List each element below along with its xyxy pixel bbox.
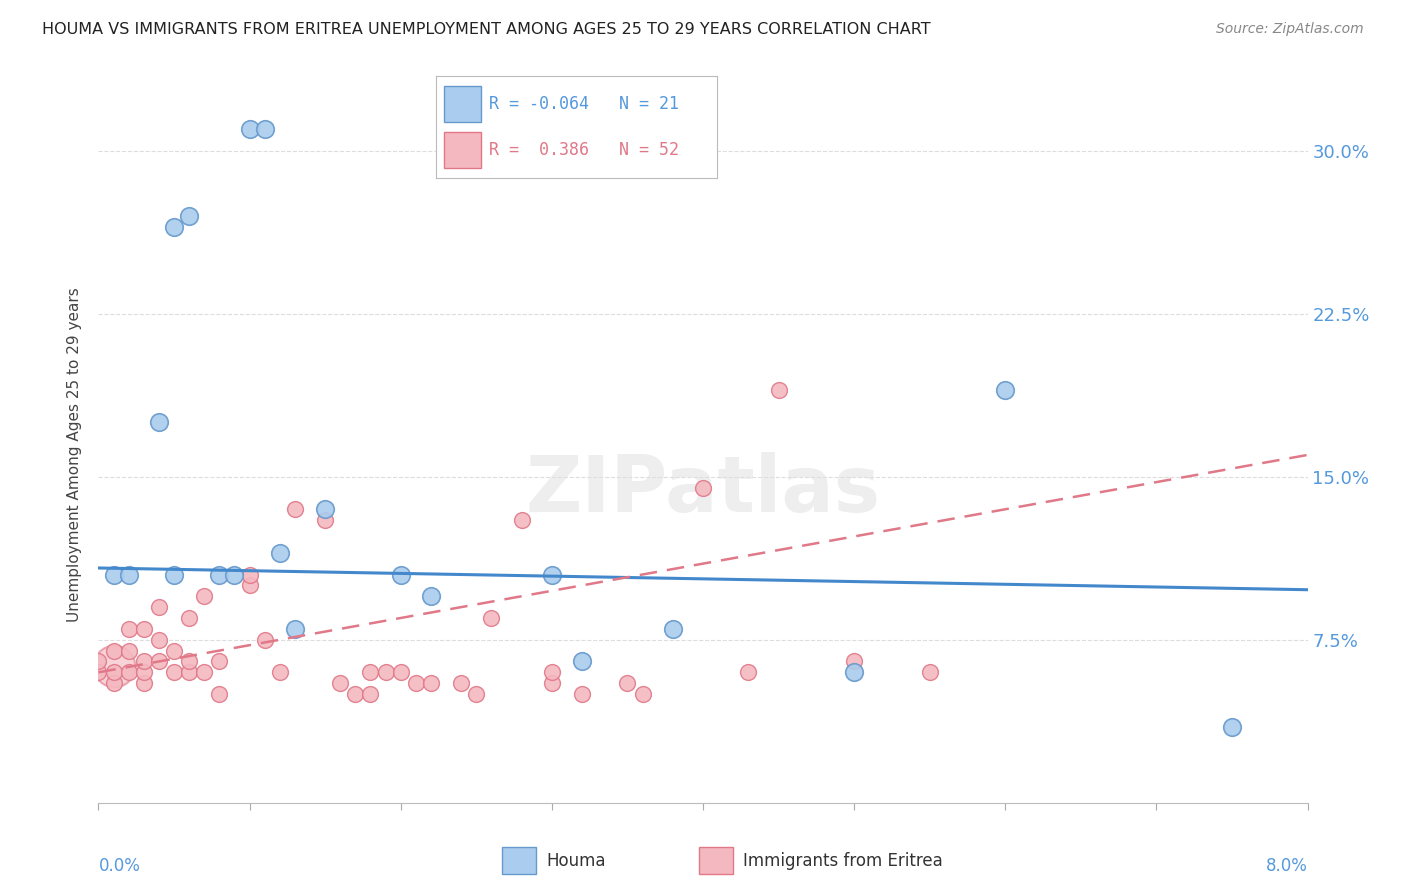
Point — [344, 687, 367, 701]
Point — [253, 632, 276, 647]
Bar — [502, 847, 536, 874]
Point — [239, 121, 262, 136]
Point — [314, 502, 336, 516]
Y-axis label: Unemployment Among Ages 25 to 29 years: Unemployment Among Ages 25 to 29 years — [67, 287, 83, 623]
Point — [918, 665, 941, 680]
Point — [389, 567, 412, 582]
Point — [103, 665, 125, 680]
Point — [541, 665, 564, 680]
Point — [571, 655, 593, 669]
Point — [148, 632, 170, 647]
Point — [163, 219, 186, 234]
Point — [405, 676, 427, 690]
Text: ZIPatlas: ZIPatlas — [526, 451, 880, 528]
Point — [163, 643, 186, 657]
Point — [269, 665, 291, 680]
Point — [616, 676, 638, 690]
Point — [163, 567, 186, 582]
Point — [179, 611, 201, 625]
Text: R = -0.064   N = 21: R = -0.064 N = 21 — [489, 95, 679, 112]
Point — [118, 643, 141, 657]
Point — [450, 676, 472, 690]
Point — [103, 567, 125, 582]
Point — [132, 655, 155, 669]
Text: Source: ZipAtlas.com: Source: ZipAtlas.com — [1216, 22, 1364, 37]
Point — [179, 209, 201, 223]
Point — [118, 665, 141, 680]
Point — [208, 567, 231, 582]
Point — [132, 676, 155, 690]
Point — [284, 622, 307, 636]
Point — [844, 665, 866, 680]
Point — [193, 665, 215, 680]
Point — [994, 383, 1017, 397]
Point — [662, 622, 685, 636]
Point — [179, 655, 201, 669]
Point — [148, 415, 170, 429]
Point — [132, 622, 155, 636]
Point — [193, 589, 215, 603]
Point — [118, 567, 141, 582]
Text: 0.0%: 0.0% — [98, 857, 141, 875]
Point — [510, 513, 533, 527]
Point — [163, 665, 186, 680]
Point — [360, 687, 382, 701]
Point — [465, 687, 488, 701]
Point — [103, 643, 125, 657]
Point — [179, 665, 201, 680]
Point — [541, 567, 564, 582]
Text: Houma: Houma — [546, 852, 606, 870]
Point — [541, 676, 564, 690]
Point — [737, 665, 759, 680]
Point — [253, 121, 276, 136]
Point — [329, 676, 352, 690]
Bar — [444, 132, 481, 168]
Point — [692, 481, 714, 495]
Text: 8.0%: 8.0% — [1265, 857, 1308, 875]
Point — [314, 513, 336, 527]
Point — [768, 383, 790, 397]
Point — [224, 567, 246, 582]
Point — [132, 665, 155, 680]
Text: HOUMA VS IMMIGRANTS FROM ERITREA UNEMPLOYMENT AMONG AGES 25 TO 29 YEARS CORRELAT: HOUMA VS IMMIGRANTS FROM ERITREA UNEMPLO… — [42, 22, 931, 37]
Point — [87, 655, 110, 669]
Point — [269, 546, 291, 560]
Point — [239, 578, 262, 592]
Point — [389, 665, 412, 680]
Point — [239, 567, 262, 582]
Point — [208, 687, 231, 701]
Point — [284, 502, 307, 516]
Point — [148, 600, 170, 615]
Text: R =  0.386   N = 52: R = 0.386 N = 52 — [489, 141, 679, 159]
Point — [631, 687, 654, 701]
Point — [103, 658, 125, 673]
Point — [420, 676, 443, 690]
Point — [374, 665, 396, 680]
Point — [208, 655, 231, 669]
Point — [148, 655, 170, 669]
Point — [571, 687, 593, 701]
Point — [360, 665, 382, 680]
Bar — [444, 87, 481, 122]
Point — [844, 655, 866, 669]
Text: Immigrants from Eritrea: Immigrants from Eritrea — [742, 852, 943, 870]
Point — [1220, 720, 1243, 734]
Bar — [699, 847, 734, 874]
Point — [420, 589, 443, 603]
Point — [103, 676, 125, 690]
Point — [87, 665, 110, 680]
Point — [118, 622, 141, 636]
Point — [481, 611, 503, 625]
